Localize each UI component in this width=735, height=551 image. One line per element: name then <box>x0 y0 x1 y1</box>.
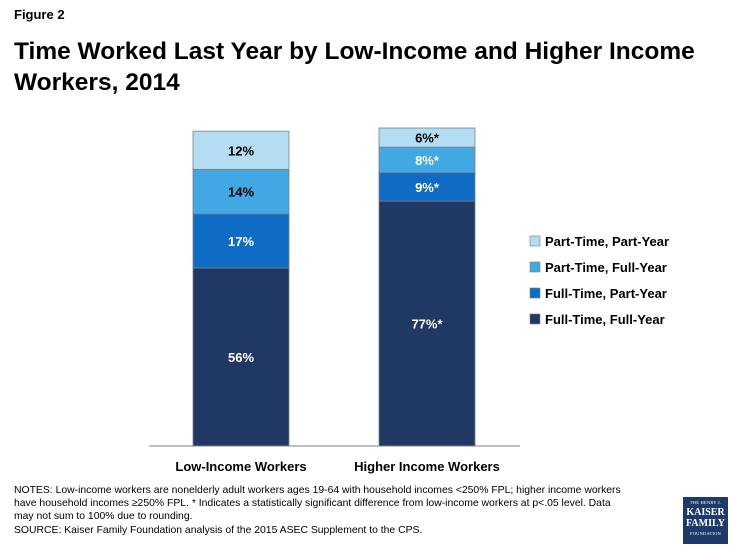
legend-label-full-time-part-year: Full-Time, Part-Year <box>545 286 667 301</box>
source-line: SOURCE: Kaiser Family Foundation analysi… <box>14 524 423 536</box>
data-label-low-income-workers-full-time-full-year: 56% <box>228 350 254 365</box>
legend-swatch-part-time-part-year <box>529 235 541 247</box>
data-label-higher-income-workers-full-time-full-year: 77%* <box>411 317 443 332</box>
logo-name-1: KAISER <box>686 506 725 518</box>
bar-segment-higher-income-workers-part-time-full-year <box>378 146 476 173</box>
data-label-higher-income-workers-part-time-full-year: 8%* <box>415 153 440 168</box>
kff-logo: THE HENRY J. KAISER FAMILY FOUNDATION <box>683 497 728 544</box>
category-label-low-income-workers: Low-Income Workers <box>175 459 306 474</box>
bar-segment-higher-income-workers-full-time-part-year <box>378 172 476 202</box>
data-label-higher-income-workers-part-time-part-year: 6%* <box>415 131 440 146</box>
legend-swatch-full-time-part-year <box>529 287 541 299</box>
bar-segment-low-income-workers-full-time-part-year <box>192 213 290 269</box>
bar-segment-low-income-workers-full-time-full-year <box>192 267 290 447</box>
logo-bottom-text: FOUNDATION <box>690 530 721 536</box>
notes-block: NOTES: Low-income workers are nonelderly… <box>14 484 664 537</box>
bar-segment-low-income-workers-part-time-part-year <box>192 130 290 170</box>
figure-label: Figure 2 <box>14 7 65 22</box>
notes-line-3: may not sum to 100% due to rounding. <box>14 511 193 523</box>
logo-name-2: FAMILY <box>686 517 725 529</box>
data-label-low-income-workers-part-time-part-year: 12% <box>228 143 254 158</box>
data-label-higher-income-workers-full-time-part-year: 9%* <box>415 180 440 195</box>
legend-swatch-full-time-full-year <box>529 313 541 325</box>
data-label-low-income-workers-full-time-part-year: 17% <box>228 234 254 249</box>
legend-swatch-part-time-full-year <box>529 261 541 273</box>
bar-segment-higher-income-workers-part-time-part-year <box>378 127 476 148</box>
legend-label-part-time-part-year: Part-Time, Part-Year <box>545 234 669 249</box>
logo-top-text: THE HENRY J. <box>689 500 722 505</box>
stacked-bar-chart: 56% 17% 14% 12% Low-Income Workers 77%* 9%* 8%*… <box>149 127 669 474</box>
legend-label-part-time-full-year: Part-Time, Full-Year <box>545 260 667 275</box>
legend-label-full-time-full-year: Full-Time, Full-Year <box>545 312 665 327</box>
category-label-higher-income-workers: Higher Income Workers <box>354 459 500 474</box>
notes-line-1: NOTES: Low-income workers are nonelderly… <box>14 485 621 496</box>
notes-line-2: have household incomes ≥250% FPL. * Indi… <box>14 498 611 510</box>
chart-title: Time Worked Last Year by Low-Income and … <box>14 38 695 96</box>
data-label-low-income-workers-part-time-full-year: 14% <box>228 185 254 200</box>
